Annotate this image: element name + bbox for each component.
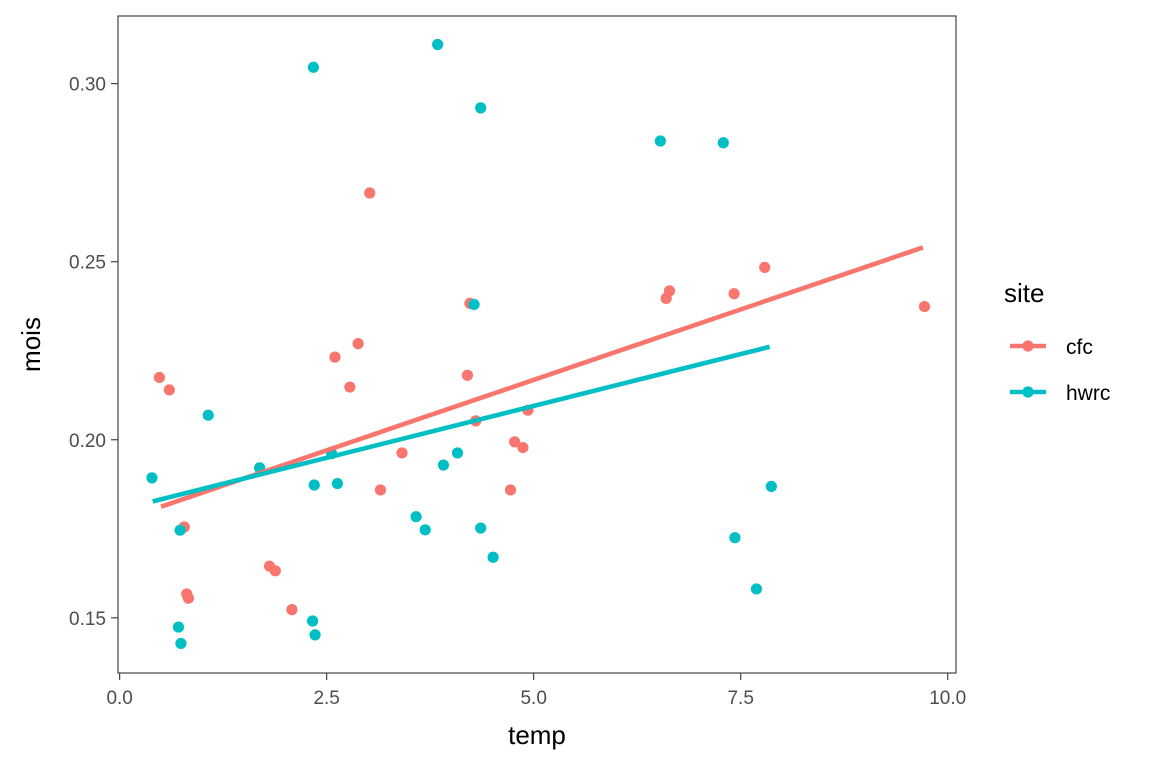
x-axis: 0.0 2.5 5.0 7.5 10.0	[106, 673, 966, 709]
data-point-hwrc	[654, 135, 666, 147]
data-point-hwrc	[331, 477, 344, 490]
data-point-cfc	[364, 187, 376, 199]
data-point-cfc	[728, 288, 740, 300]
data-point-cfc	[286, 604, 298, 616]
data-point-cfc	[396, 447, 408, 459]
legend-label-hwrc: hwrc	[1066, 382, 1110, 405]
data-point-cfc	[269, 565, 281, 577]
legend-label-cfc: cfc	[1066, 336, 1093, 359]
data-point-cfc	[517, 441, 529, 454]
legend-key-point-cfc	[1022, 340, 1034, 352]
points-layer	[146, 38, 931, 650]
y-tick-label: 0.20	[69, 431, 106, 452]
data-point-cfc	[352, 338, 364, 350]
data-point-hwrc	[307, 61, 320, 73]
trendline-hwrc	[152, 344, 771, 504]
y-axis: 0.15 0.20 0.25 0.30	[69, 75, 118, 630]
data-point-hwrc	[172, 621, 185, 633]
trendline-layer	[152, 245, 924, 509]
data-point-hwrc	[410, 511, 422, 523]
data-point-hwrc	[750, 583, 763, 595]
legend: site cfc hwrc	[1004, 278, 1110, 405]
data-point-hwrc	[468, 298, 480, 311]
data-point-cfc	[461, 369, 474, 381]
x-tick-label: 0.0	[106, 688, 132, 709]
data-point-hwrc	[308, 479, 320, 491]
y-tick-label: 0.15	[69, 609, 106, 630]
data-point-cfc	[759, 261, 771, 274]
data-point-cfc	[182, 592, 194, 604]
x-axis-title: temp	[508, 720, 566, 750]
legend-key-point-hwrc	[1022, 386, 1034, 398]
data-point-hwrc	[309, 629, 321, 641]
data-point-cfc	[504, 484, 517, 496]
data-point-hwrc	[475, 102, 487, 114]
x-tick-label: 5.0	[520, 688, 546, 709]
data-point-hwrc	[202, 409, 214, 421]
data-point-cfc	[344, 381, 356, 393]
data-point-hwrc	[729, 532, 741, 544]
data-point-cfc	[918, 300, 931, 313]
y-axis-title: mois	[16, 317, 46, 372]
data-point-hwrc	[451, 447, 464, 459]
data-point-cfc	[663, 285, 676, 297]
data-point-cfc	[163, 384, 175, 396]
data-point-cfc	[509, 436, 521, 448]
data-point-hwrc	[487, 551, 499, 563]
trendline-cfc	[160, 245, 924, 509]
data-point-cfc	[374, 484, 387, 496]
panel-border	[117, 15, 957, 674]
data-point-hwrc	[475, 522, 487, 534]
data-point-hwrc	[174, 524, 186, 536]
data-point-hwrc	[437, 459, 450, 471]
data-point-cfc	[153, 371, 166, 384]
data-point-cfc	[329, 351, 341, 363]
data-point-hwrc	[175, 637, 187, 650]
y-tick-label: 0.30	[69, 75, 106, 96]
y-tick-label: 0.25	[69, 253, 106, 274]
data-point-hwrc	[717, 137, 729, 149]
data-point-hwrc	[306, 615, 319, 627]
data-point-hwrc	[765, 480, 777, 493]
x-tick-label: 10.0	[929, 688, 966, 709]
x-tick-label: 2.5	[313, 688, 339, 709]
data-point-hwrc	[146, 472, 158, 484]
data-point-hwrc	[432, 38, 444, 51]
x-tick-label: 7.5	[727, 688, 753, 709]
legend-title: site	[1004, 278, 1044, 308]
data-point-hwrc	[419, 524, 431, 536]
